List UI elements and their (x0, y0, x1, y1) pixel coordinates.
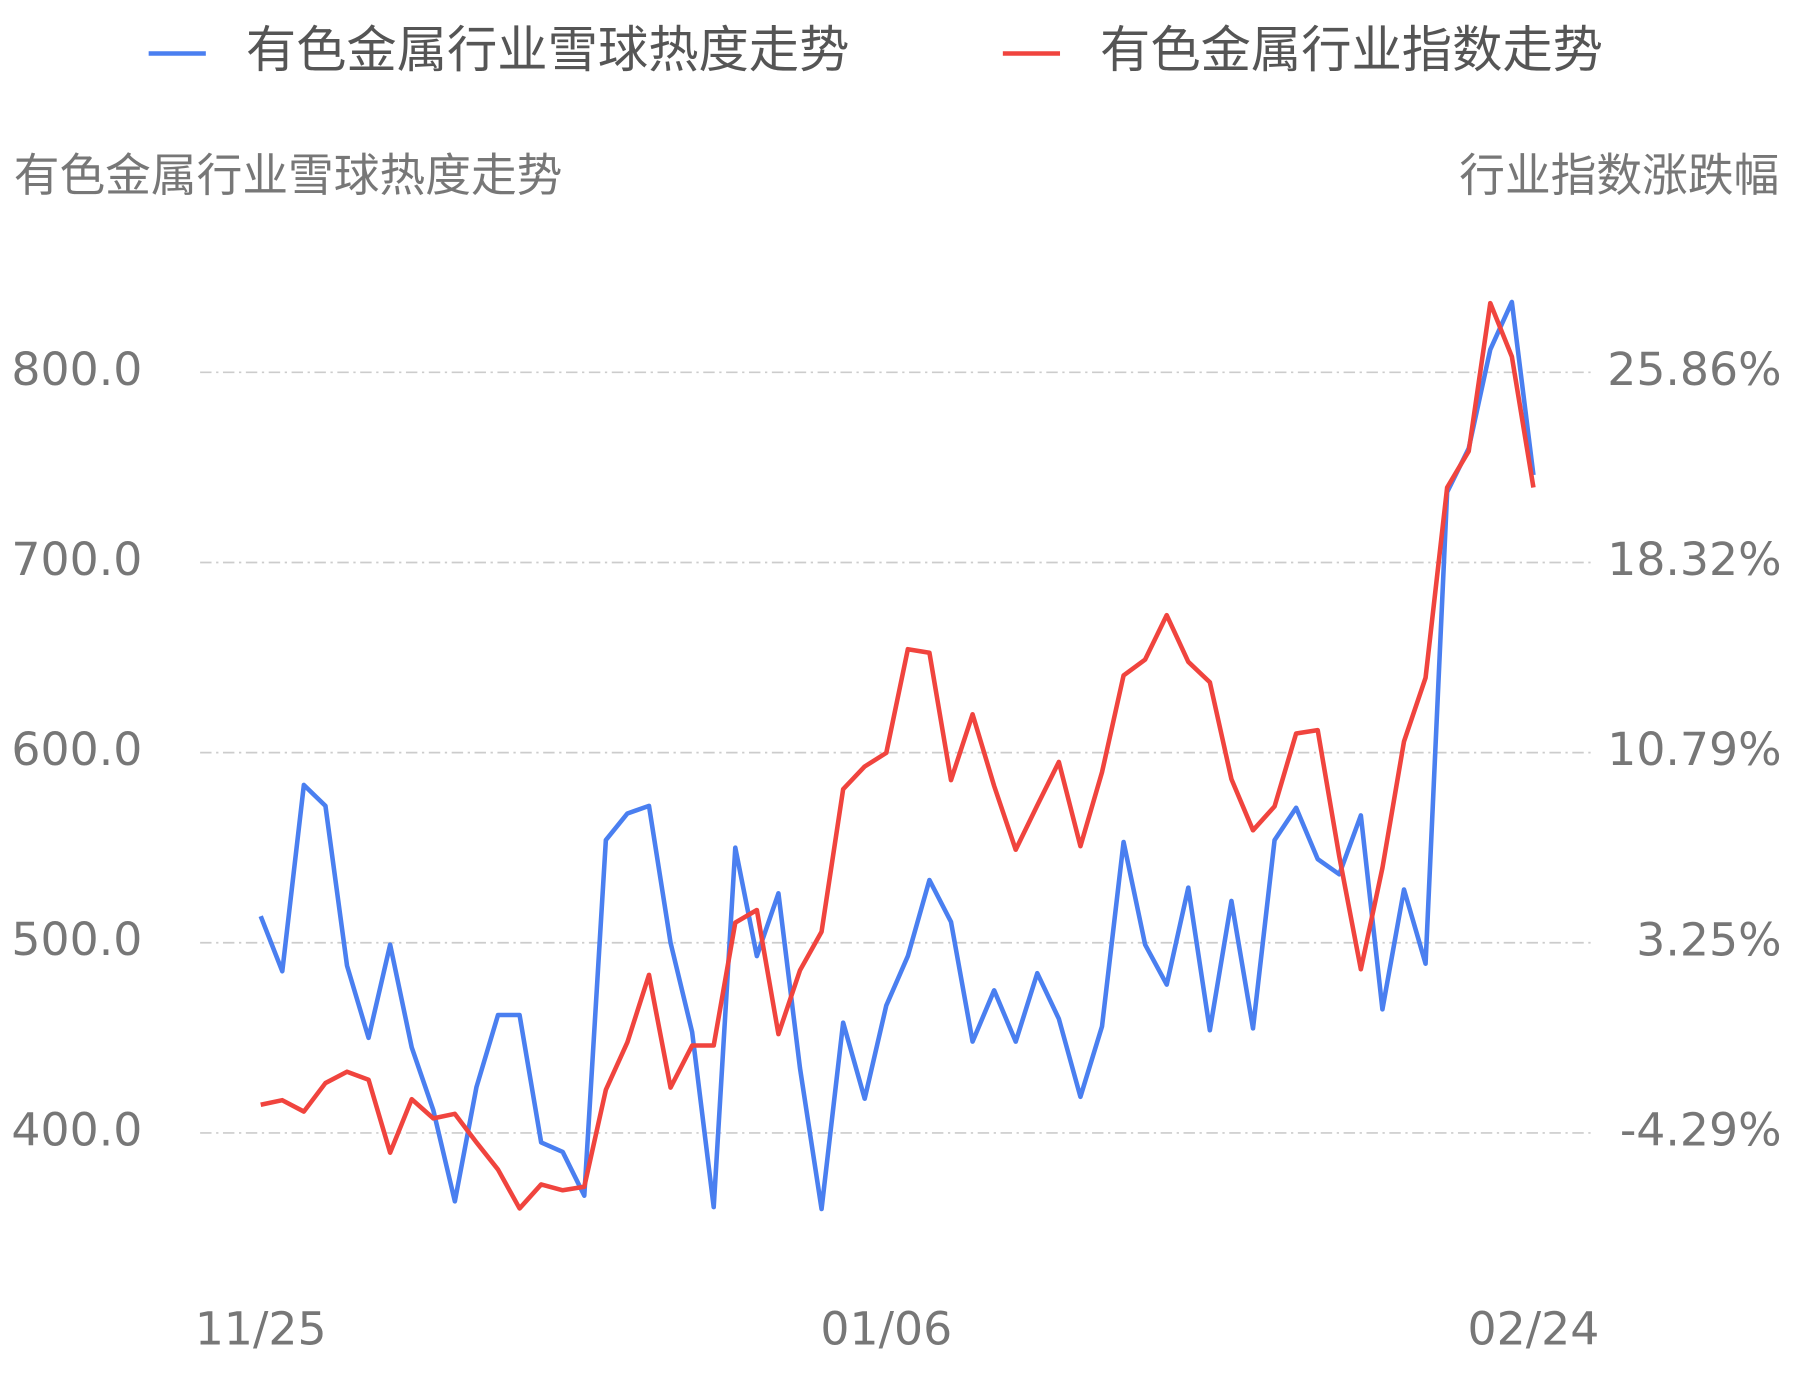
y-tick-label: 700.0 (11, 533, 142, 586)
x-tick-label: 02/24 (1468, 1303, 1600, 1356)
y2-axis-title: 行业指数涨跌幅 (1459, 149, 1779, 202)
y-axis-title: 有色金属行业雪球热度走势 (14, 149, 563, 202)
y2-tick-label: 25.86% (1607, 343, 1781, 396)
legend-label: 有色金属行业雪球热度走势 (246, 20, 850, 79)
y-tick-label: 500.0 (11, 913, 142, 966)
x-tick-label: 11/25 (195, 1303, 327, 1356)
data-line (258, 299, 1536, 1212)
y-tick-label: 800.0 (11, 343, 142, 396)
y2-tick-label: -4.29% (1620, 1104, 1782, 1157)
x-tick-label: 01/06 (820, 1303, 952, 1356)
data-line (260, 300, 1536, 1211)
y2-tick-label: 3.25% (1636, 913, 1781, 966)
legend: 有色金属行业雪球热度走势 有色金属行业指数走势 (148, 20, 1603, 79)
y-tick-label: 600.0 (11, 723, 142, 776)
y2-tick-label: 18.32% (1607, 533, 1781, 586)
y2-tick-label: 10.79% (1607, 723, 1781, 776)
legend-label: 有色金属行业指数走势 (1100, 20, 1603, 79)
y-tick-label: 400.0 (11, 1103, 142, 1156)
